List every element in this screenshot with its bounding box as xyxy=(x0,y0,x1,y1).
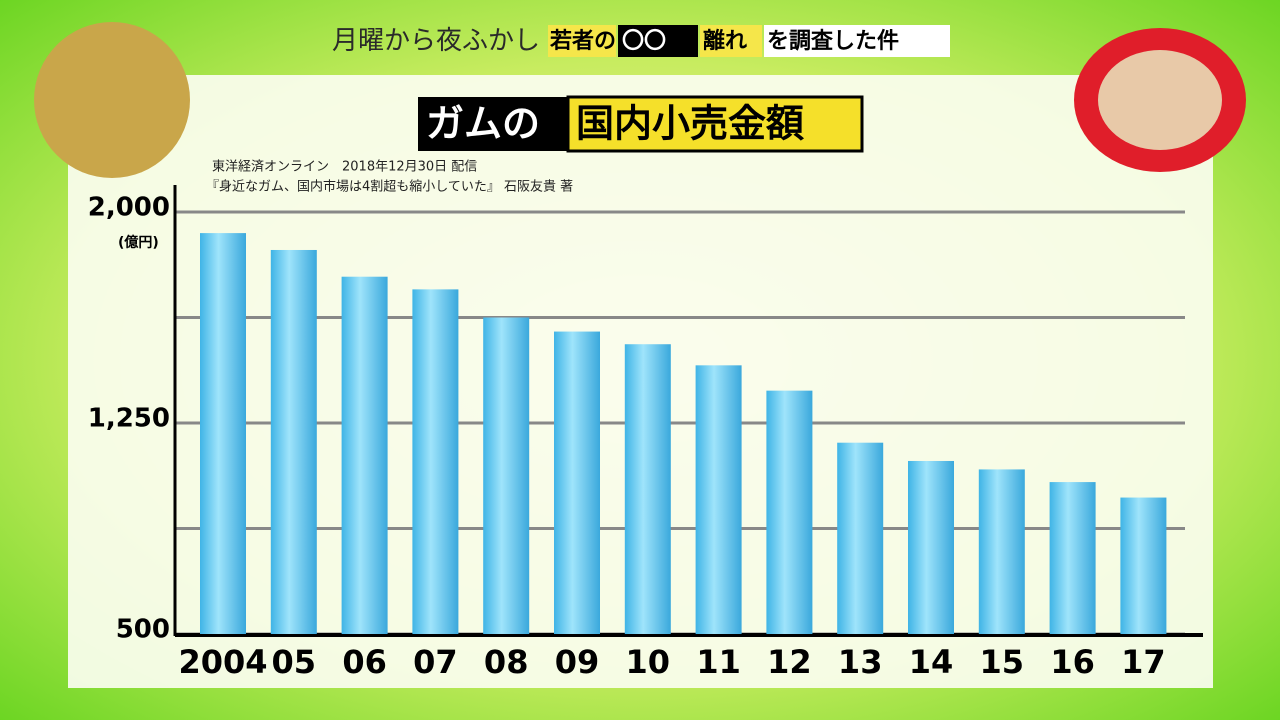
bar xyxy=(837,442,884,634)
x-tick-label: 14 xyxy=(909,643,954,681)
bar xyxy=(1049,482,1096,634)
bar xyxy=(978,469,1025,634)
bar xyxy=(270,249,317,635)
bar xyxy=(908,460,954,634)
x-tick-label: 07 xyxy=(413,643,458,681)
bar xyxy=(200,233,246,634)
bar xyxy=(624,344,671,634)
x-tick-label: 2004 xyxy=(178,643,267,681)
bar xyxy=(412,289,459,634)
x-tick-label: 15 xyxy=(980,643,1025,681)
segment-text: 離れ xyxy=(703,29,747,54)
x-tick-label: 11 xyxy=(696,643,741,681)
y-tick-label: 500 xyxy=(116,615,170,645)
segment-box xyxy=(700,25,762,57)
bar xyxy=(1120,497,1167,634)
x-tick-label: 12 xyxy=(767,643,812,681)
x-tick-label: 09 xyxy=(555,643,600,681)
segment-box xyxy=(764,25,950,57)
x-tick-label: 13 xyxy=(838,643,883,681)
y-tick-label: 1,250 xyxy=(88,404,170,434)
x-tick-label: 05 xyxy=(272,643,317,681)
y-unit: (億円) xyxy=(118,234,159,251)
x-tick-label: 17 xyxy=(1121,643,1166,681)
x-tick-label: 08 xyxy=(484,643,529,681)
bar xyxy=(483,317,530,634)
title-box xyxy=(418,97,568,151)
bar xyxy=(695,365,742,634)
bar xyxy=(766,390,813,634)
segment-box xyxy=(548,25,616,57)
y-tick-label: 2,000 xyxy=(88,193,170,223)
source-line: 東洋経済オンライン 2018年12月30日 配信 xyxy=(212,159,477,175)
show-title: 月曜から夜ふかし xyxy=(332,26,540,56)
chart-title: 国内小売金額 xyxy=(576,102,804,146)
x-tick-label: 06 xyxy=(342,643,387,681)
x-tick-label: 16 xyxy=(1050,643,1095,681)
x-tick-label: 10 xyxy=(626,643,671,681)
guest-face xyxy=(1098,50,1222,150)
title-box xyxy=(566,95,864,153)
segment-box xyxy=(618,25,698,57)
segment-text: を調査した件 xyxy=(767,29,899,54)
segment-text: 若者の xyxy=(550,28,616,54)
bar xyxy=(341,276,388,634)
bar xyxy=(554,331,600,634)
segment-text: 〇〇 xyxy=(622,29,666,54)
host-circle xyxy=(34,22,190,178)
chart-title: ガムの xyxy=(426,102,540,146)
source-line: 『身近なガム、国内市場は4割超も縮小していた』 石阪友貴 著 xyxy=(206,179,573,195)
